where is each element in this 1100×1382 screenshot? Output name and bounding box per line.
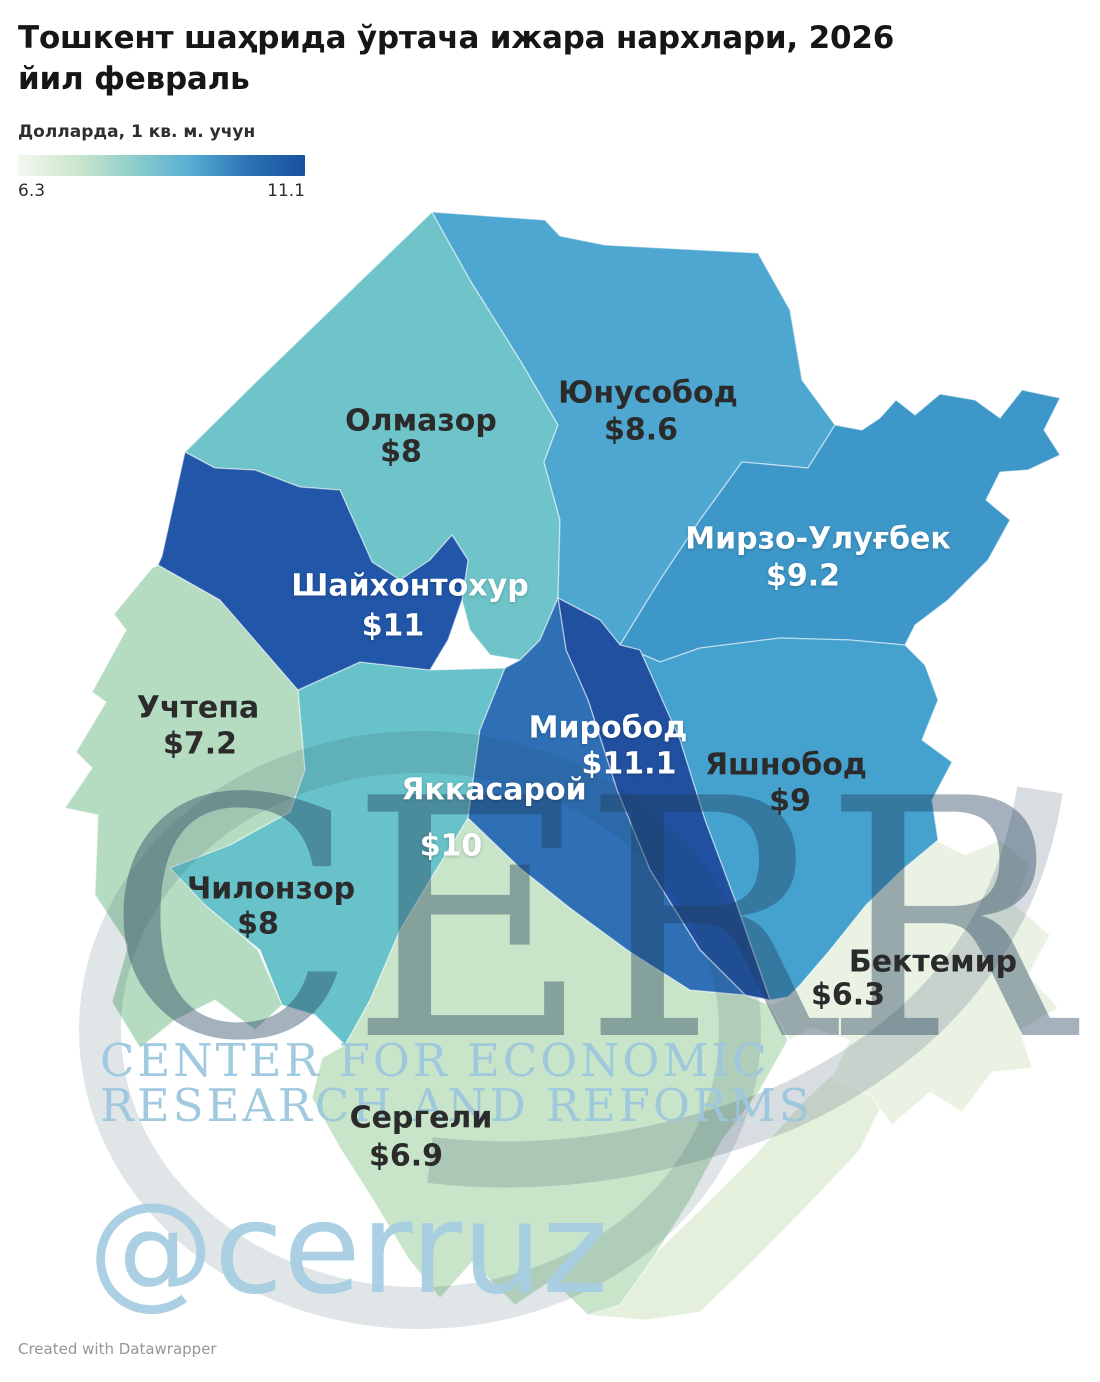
district-shape-shaykhontohur[interactable] — [157, 451, 469, 691]
cerr-logo-swoosh — [427, 786, 1063, 1188]
cerr-logo-ring — [79, 731, 761, 1329]
cerr-logo-text: CERR — [105, 729, 1081, 1113]
chart-subtitle: Долларда, 1 кв. м. учун — [18, 122, 256, 142]
cerr-org-name-line2: RESEARCH AND REFORMS — [100, 1079, 813, 1132]
legend-max-label: 11.1 — [267, 181, 305, 201]
color-legend: 6.3 11.1 — [18, 155, 305, 201]
cerr-org-name-line1: CENTER FOR ECONOMIC — [100, 1034, 770, 1087]
cerr-logo-watermark: CERR CENTER FOR ECONOMIC RESEARCH AND RE… — [79, 729, 1089, 1329]
district-shape-mirzo-ulugbek[interactable] — [619, 389, 1061, 663]
cerruz-handle-watermark: @cerruz — [88, 1175, 608, 1322]
chart-title: Тошкент шаҳрида ўртача ижара нархлари, 2… — [18, 20, 895, 97]
legend-labels: 6.3 11.1 — [18, 181, 305, 201]
district-shape-chilonzor[interactable] — [169, 661, 506, 1046]
datawrapper-credit-link[interactable]: Created with Datawrapper — [18, 1340, 217, 1358]
legend-gradient-bar — [18, 155, 305, 176]
district-shape-yakkasaroy[interactable] — [467, 597, 746, 996]
legend-min-label: 6.3 — [18, 181, 46, 201]
chart-header: Тошкент шаҳрида ўртача ижара нархлари, 2… — [18, 18, 978, 201]
